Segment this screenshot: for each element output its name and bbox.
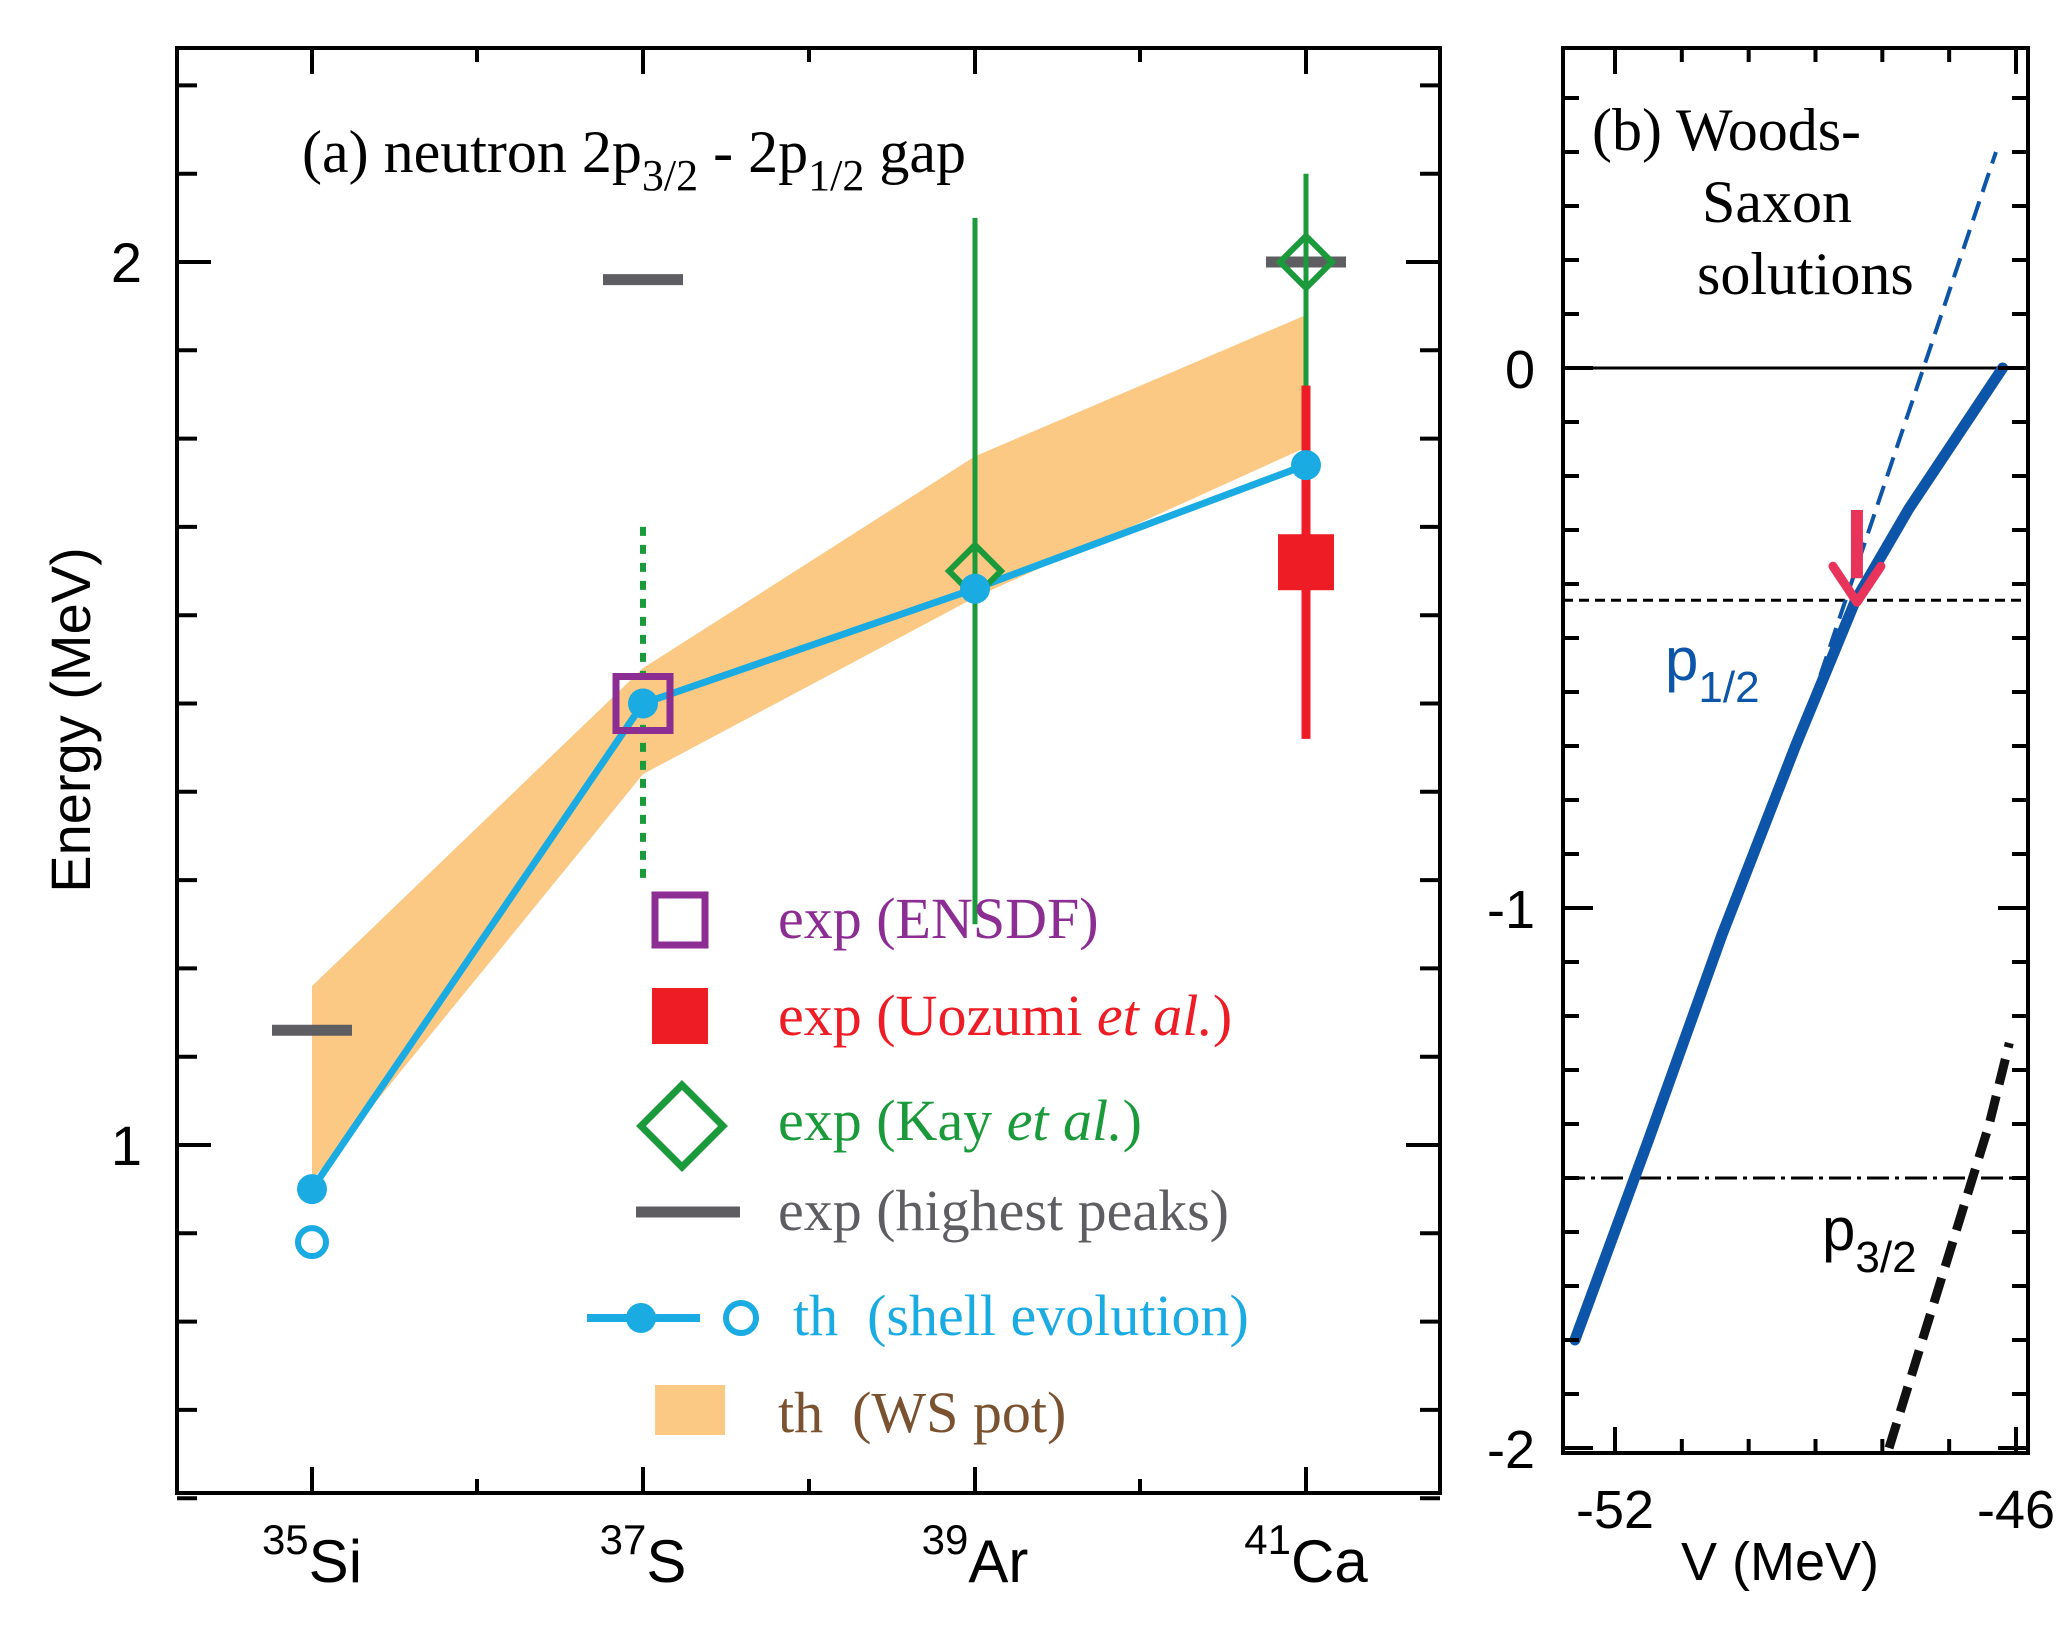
legend-ws-label: th (WS pot) xyxy=(778,1380,1066,1445)
legend-highest-label: exp (highest peaks) xyxy=(778,1178,1229,1243)
shell-point xyxy=(960,573,990,604)
ytick-label: -2 xyxy=(1487,1420,1535,1480)
ws-band xyxy=(312,314,1306,1181)
legend-ws-swatch xyxy=(655,1385,725,1435)
isotope-label: 37S xyxy=(600,1516,687,1595)
panel-b-title-line-1: (b) Woods- xyxy=(1592,97,1861,163)
title-sub-1: 3/2 xyxy=(642,151,698,200)
legend-ensdf-label: exp (ENSDF) xyxy=(778,886,1099,951)
shell-point xyxy=(1291,450,1321,481)
panel-b-ytick-labels: 0 -1 -2 xyxy=(1487,340,1535,1480)
xtick-label: -46 xyxy=(1977,1480,2055,1540)
legend-shell-swatch-open xyxy=(723,1300,759,1336)
legend-kay-swatch xyxy=(636,1080,728,1172)
panel-b-title-line-3: solutions xyxy=(1697,241,1914,307)
panel-a-ylabel: Energy (MeV) xyxy=(39,547,102,892)
panel-b-marks xyxy=(1563,151,2028,1450)
p32-label: p3/2 xyxy=(1822,1196,1917,1282)
panel-b-ticks xyxy=(1563,48,2028,1453)
arrow-head xyxy=(1828,561,1886,607)
title-sub-2: 1/2 xyxy=(808,151,864,200)
isotope-label: 41Ca xyxy=(1244,1516,1368,1595)
ws-band-layer xyxy=(312,314,1306,1181)
panel-b-title-line-2: Saxon xyxy=(1702,169,1852,235)
p12-linear-dashed xyxy=(1780,151,1998,790)
shell-point xyxy=(297,1174,327,1205)
p12-curve xyxy=(1569,362,2009,1346)
legend-kay-label: exp (Kay et al.) xyxy=(778,1088,1142,1153)
ytick-label: 0 xyxy=(1505,340,1535,400)
panel-a-frame xyxy=(175,46,1442,1495)
shell-point xyxy=(628,688,658,719)
shell-open-point xyxy=(295,1225,329,1260)
panel-b-title: (b) Woods- Saxon solutions xyxy=(1592,97,1914,307)
panel-a-marks xyxy=(272,173,1346,1260)
kay-point xyxy=(1275,231,1337,293)
title-prefix: (a) neutron 2p xyxy=(302,119,642,185)
ensdf-point xyxy=(612,673,674,734)
panel-a-ytick-labels: 12 xyxy=(111,231,142,1177)
title-suffix: gap xyxy=(864,119,966,185)
panel-a-title: (a) neutron 2p3/2 - 2p1/2 gap xyxy=(302,119,966,200)
isotope-label: 35Si xyxy=(262,1516,362,1595)
shell-evolution-line xyxy=(309,461,1308,1192)
p12-label: p1/2 xyxy=(1665,626,1760,712)
title-middle: - 2p xyxy=(698,119,808,185)
legend-ensdf-swatch xyxy=(651,891,709,949)
ytick-label: 2 xyxy=(111,231,142,294)
panel-b-xtick-labels: -52 -46 xyxy=(1576,1480,2055,1540)
xtick-label: -52 xyxy=(1576,1480,1654,1540)
legend-shell-swatch-filled xyxy=(626,1303,656,1333)
ytick-label: 1 xyxy=(111,1114,142,1177)
panel-a-ticks xyxy=(177,48,1440,1501)
panel-b-xlabel: V (MeV) xyxy=(1681,1532,1879,1592)
legend: exp (ENSDF) exp (Uozumi et al.) exp (Kay… xyxy=(587,886,1249,1445)
panel-a-xtick-labels: 35Si 37S 39Ar 41Ca xyxy=(262,1516,1368,1595)
panel-a: 12 35Si 37S 39Ar 41Ca Energy (MeV) (a) neut… xyxy=(39,46,1442,1595)
ytick-label: -1 xyxy=(1487,880,1535,940)
panel-b-frame xyxy=(1561,46,2030,1455)
uozumi-point xyxy=(1278,534,1334,591)
legend-uozumi-label: exp (Uozumi et al.) xyxy=(778,983,1232,1048)
panel-b: 0 -1 -2 -52 -46 V (MeV) (b) Woods- Saxon so… xyxy=(1487,46,2055,1592)
p32-curve xyxy=(1884,1041,2014,1450)
isotope-label: 39Ar xyxy=(922,1516,1029,1595)
legend-uozumi-swatch xyxy=(652,988,708,1044)
legend-shell-label: th (shell evolution) xyxy=(793,1283,1249,1348)
